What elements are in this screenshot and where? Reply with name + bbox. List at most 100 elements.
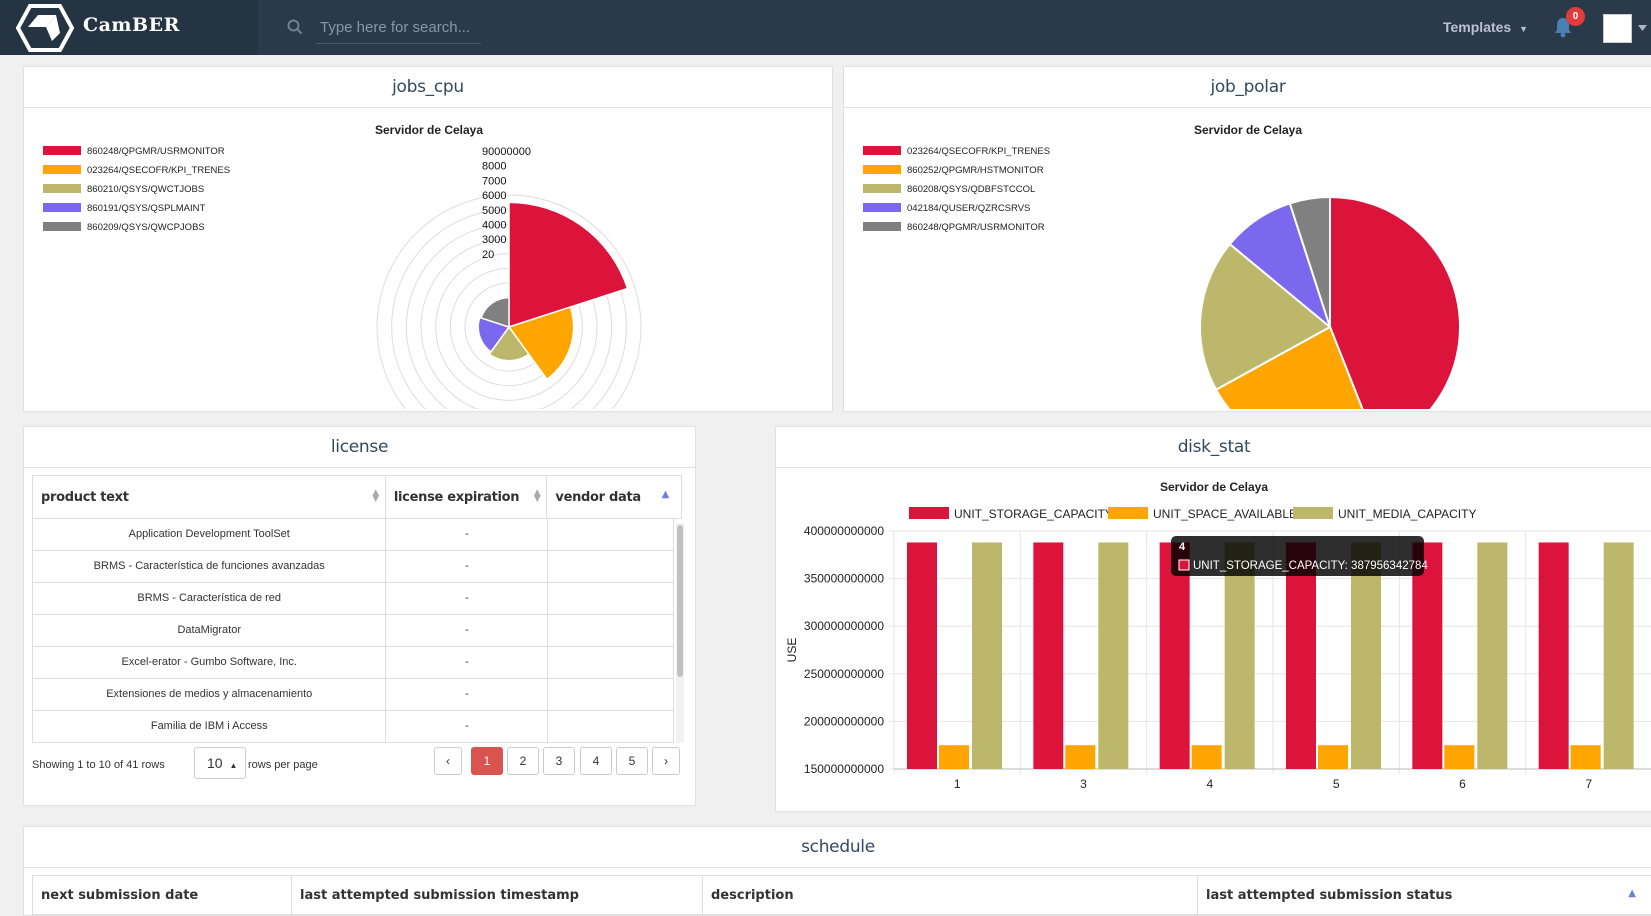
bar[interactable] <box>1318 745 1348 769</box>
search-input[interactable] <box>316 12 481 44</box>
legend-swatch[interactable] <box>1293 507 1333 519</box>
legend-label[interactable]: 860248/QPGMR/USRMONITOR <box>87 146 225 157</box>
legend-label[interactable]: UNIT_STORAGE_CAPACITY <box>954 507 1113 521</box>
caret-down-icon[interactable] <box>1638 25 1647 31</box>
legend-label[interactable]: 860210/QSYS/QWCTJOBS <box>87 184 204 195</box>
bar[interactable] <box>1191 745 1222 769</box>
bar[interactable] <box>1286 542 1316 769</box>
pie-slice[interactable] <box>1199 242 1332 391</box>
polar-slice[interactable] <box>488 325 530 362</box>
legend-swatch[interactable] <box>863 165 901 174</box>
column-header-product-text[interactable]: product text ▲ ▼ <box>33 476 386 518</box>
pie-slice[interactable] <box>1214 325 1378 409</box>
bar[interactable] <box>1224 542 1255 769</box>
next-page-button[interactable]: › <box>652 747 680 775</box>
table-cell <box>548 615 674 646</box>
page-button[interactable]: 1 <box>471 747 503 775</box>
templates-dropdown[interactable]: Templates ▼ <box>1443 19 1528 35</box>
legend-label[interactable]: UNIT_MEDIA_CAPACITY <box>1338 507 1476 521</box>
legend-swatch[interactable] <box>863 146 901 155</box>
bar[interactable] <box>939 745 969 769</box>
polar-slice[interactable] <box>507 306 575 381</box>
column-header-last-attempted-status[interactable]: last attempted submission status ▲ <box>1198 876 1648 914</box>
legend-swatch[interactable] <box>43 184 81 193</box>
bar[interactable] <box>1065 745 1096 769</box>
bar[interactable] <box>907 542 937 769</box>
panel-license: license product text ▲ ▼ license expirati… <box>23 426 696 806</box>
legend-swatch[interactable] <box>43 146 81 155</box>
bar[interactable] <box>1098 542 1129 769</box>
legend-swatch[interactable] <box>43 203 81 212</box>
legend-label[interactable]: 023264/QSECOFR/KPI_TRENES <box>87 165 230 176</box>
page-button[interactable]: 2 <box>507 747 539 775</box>
table-cell: - <box>386 711 549 742</box>
app-name: CamBER <box>83 14 180 36</box>
column-header-next-submission-date[interactable]: next submission date <box>33 876 292 914</box>
table-row[interactable]: BRMS - Característica de funciones avanz… <box>32 551 674 583</box>
page-button[interactable]: 3 <box>543 747 575 775</box>
license-table-body: Application Development ToolSet - BRMS - C… <box>32 519 674 743</box>
bar[interactable] <box>1570 745 1601 769</box>
table-row[interactable]: Extensiones de medios y almacenamiento - <box>32 679 674 711</box>
table-row[interactable]: Excel-erator - Gumbo Software, Inc. - <box>32 647 674 679</box>
legend-label[interactable]: 860208/QSYS/QDBFSTCCOL <box>907 184 1035 195</box>
column-header-description[interactable]: description <box>703 876 1198 914</box>
bar[interactable] <box>1159 542 1190 769</box>
brand[interactable]: CamBER <box>0 0 258 55</box>
chart-title: Servidor de Celaya <box>1160 480 1268 494</box>
legend-label[interactable]: 023264/QSECOFR/KPI_TRENES <box>907 146 1050 157</box>
templates-label: Templates <box>1443 19 1512 35</box>
sort-asc-icon: ▲ <box>1628 888 1636 899</box>
legend-label[interactable]: 860252/QPGMR/HSTMONITOR <box>907 165 1044 176</box>
bar[interactable] <box>1033 542 1064 769</box>
legend-swatch[interactable] <box>1108 507 1148 519</box>
bar[interactable] <box>1351 542 1381 769</box>
table-row[interactable]: Application Development ToolSet - <box>32 519 674 551</box>
pie-slice[interactable] <box>1329 195 1461 409</box>
radial-tick-label: 8000 <box>482 161 506 173</box>
column-header-license-expiration[interactable]: license expiration ▲ ▼ <box>386 476 548 518</box>
column-label: description <box>711 888 794 903</box>
legend-swatch[interactable] <box>43 165 81 174</box>
legend-swatch[interactable] <box>43 222 81 231</box>
column-header-vendor-data[interactable]: vendor data ▲ <box>547 476 681 518</box>
column-header-last-attempted-timestamp[interactable]: last attempted submission timestamp <box>292 876 703 914</box>
table-cell: BRMS - Característica de funciones avanz… <box>33 551 387 582</box>
avatar[interactable] <box>1603 14 1632 43</box>
polar-slice[interactable] <box>477 316 511 353</box>
page-button[interactable]: 4 <box>580 747 612 775</box>
legend-label[interactable]: 860248/QPGMR/USRMONITOR <box>907 222 1045 233</box>
search-icon[interactable] <box>287 19 303 35</box>
pie-slice[interactable] <box>1288 195 1331 328</box>
scrollbar[interactable] <box>676 523 684 743</box>
radial-tick-label: 7000 <box>482 175 506 187</box>
legend-label[interactable]: 860209/QSYS/QWCPJOBS <box>87 222 205 233</box>
table-cell <box>548 647 674 678</box>
legend-swatch[interactable] <box>909 507 949 519</box>
rows-per-page-select[interactable]: 10 ▲ <box>194 747 246 779</box>
legend-swatch[interactable] <box>863 203 901 212</box>
jobs-cpu-chart: Servidor de Celaya 860248/QPGMR/USRMONIT… <box>43 123 642 409</box>
legend-label[interactable]: UNIT_SPACE_AVAILABLE <box>1153 507 1297 521</box>
prev-page-button[interactable]: ‹ <box>434 747 462 775</box>
legend-label[interactable]: 860191/QSYS/QSPLMAINT <box>87 203 205 214</box>
polar-slice[interactable] <box>508 201 629 329</box>
panel-job-polar: job_polar Servidor de Celaya 023264/QSEC… <box>843 66 1651 412</box>
bar[interactable] <box>1538 542 1569 769</box>
table-cell <box>548 679 674 710</box>
column-label: license expiration <box>393 490 520 505</box>
legend-label[interactable]: 042184/QUSER/QZRCSRVS <box>907 203 1030 214</box>
table-row[interactable]: BRMS - Característica de red - <box>32 583 674 615</box>
legend-swatch[interactable] <box>863 222 901 231</box>
bar[interactable] <box>972 542 1002 769</box>
bar[interactable] <box>1477 542 1508 769</box>
table-row[interactable]: Familia de IBM i Access - <box>32 711 674 743</box>
page-button[interactable]: 5 <box>616 747 648 775</box>
bar[interactable] <box>1412 542 1443 769</box>
table-cell: - <box>386 583 549 614</box>
legend-swatch[interactable] <box>863 184 901 193</box>
bar[interactable] <box>1444 745 1475 769</box>
table-row[interactable]: DataMigrator - <box>32 615 674 647</box>
bar[interactable] <box>1603 542 1634 769</box>
polar-slice[interactable] <box>480 296 510 329</box>
